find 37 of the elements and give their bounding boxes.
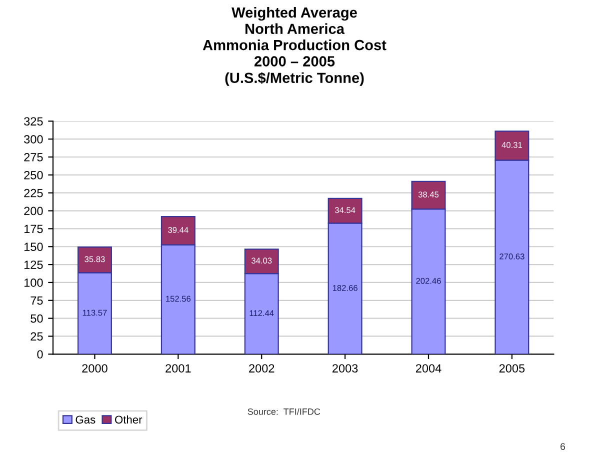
- legend-label: Gas: [76, 416, 96, 424]
- source-note: Source: TFI/IFDC: [248, 408, 320, 415]
- y-tick-label: 200: [24, 206, 43, 216]
- data-label: 112.44: [250, 310, 274, 316]
- y-tick-label: 0: [37, 350, 43, 359]
- y-tick-label: 225: [24, 188, 43, 198]
- data-label: 39.44: [168, 226, 188, 233]
- y-tick-label: 125: [24, 260, 43, 269]
- y-tick-label: 250: [24, 170, 43, 180]
- y-tick-label: 50: [30, 314, 43, 323]
- chart-title: Weighted Average North America Ammonia Production Cost 2000 – 2005 (U.S.$/Metric Tonne): [202, 6, 386, 86]
- y-tick-label: 275: [24, 153, 43, 162]
- y-tick-label: 150: [24, 242, 43, 252]
- data-label: 182.66: [332, 285, 358, 291]
- data-label: 113.57: [82, 310, 107, 316]
- data-label: 270.63: [500, 253, 524, 260]
- x-tick-label: 2004: [416, 364, 442, 373]
- data-label: 38.45: [418, 192, 439, 198]
- data-label: 202.46: [416, 278, 441, 284]
- x-tick-label: 2000: [82, 364, 108, 373]
- x-tick-label: 2002: [249, 364, 274, 373]
- y-tick-label: 300: [24, 135, 43, 144]
- y-tick-label: 75: [30, 296, 43, 305]
- legend-label: Other: [115, 415, 142, 424]
- y-tick-label: 25: [30, 332, 43, 341]
- y-tick-label: 100: [24, 278, 43, 287]
- data-label: 152.56: [166, 296, 191, 302]
- data-label: 35.83: [84, 256, 105, 262]
- x-tick-label: 2005: [499, 364, 525, 373]
- data-label: 34.03: [252, 258, 272, 264]
- y-tick-label: 325: [24, 117, 43, 126]
- x-tick-label: 2003: [332, 364, 358, 373]
- x-tick-label: 2001: [166, 364, 191, 373]
- data-label: 40.31: [502, 142, 522, 148]
- text: 6: [560, 443, 566, 450]
- data-label: 34.54: [334, 207, 356, 214]
- y-tick-label: 175: [24, 224, 43, 234]
